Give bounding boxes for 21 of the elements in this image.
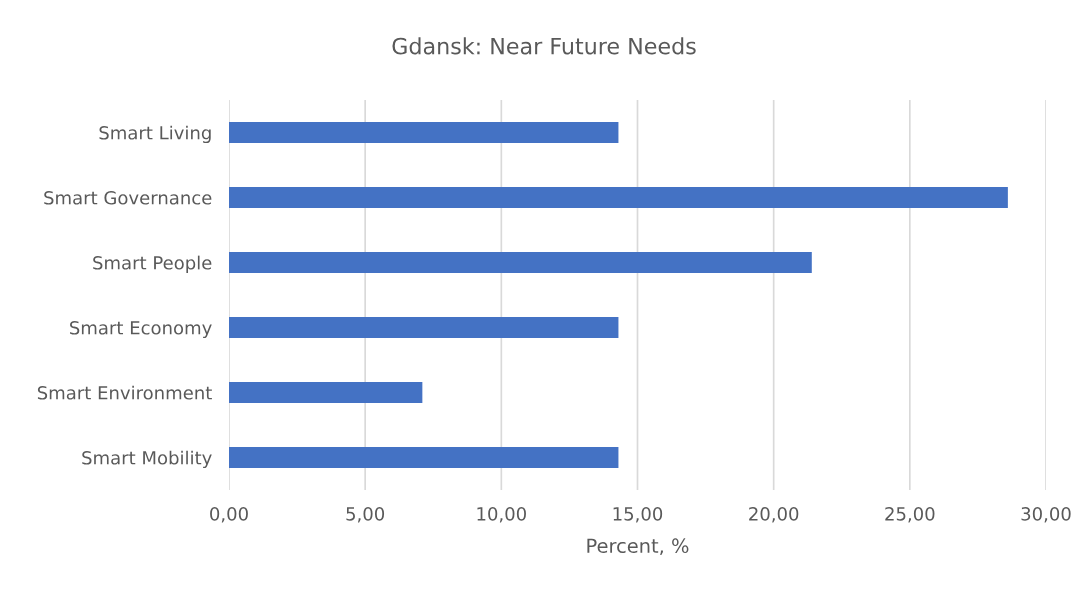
bar [229, 447, 619, 468]
bar [229, 252, 812, 273]
chart-title: Gdansk: Near Future Needs [392, 37, 696, 55]
y-tick-label: Smart Environment [37, 385, 212, 400]
bar [229, 382, 423, 403]
x-tick-label: 25,00 [885, 506, 935, 523]
y-tick-label: Smart Governance [44, 190, 212, 205]
bar [229, 187, 1008, 208]
y-tick-label: Smart Economy [70, 320, 212, 339]
y-tick-label: Smart People [93, 255, 212, 274]
x-tick-label: 20,00 [749, 506, 799, 523]
x-tick-label: 15,00 [613, 506, 663, 523]
x-axis-title: Percent, % [587, 538, 689, 556]
bar [229, 122, 619, 143]
x-tick-label: 30,00 [1021, 506, 1071, 523]
x-tick-label: 0,00 [210, 506, 248, 523]
bar [229, 317, 619, 338]
y-tick-label: Smart Living [99, 125, 211, 144]
x-tick-label: 10,00 [477, 506, 526, 523]
y-tick-label: Smart Mobility [82, 450, 212, 469]
x-tick-label: 5,00 [346, 506, 385, 523]
